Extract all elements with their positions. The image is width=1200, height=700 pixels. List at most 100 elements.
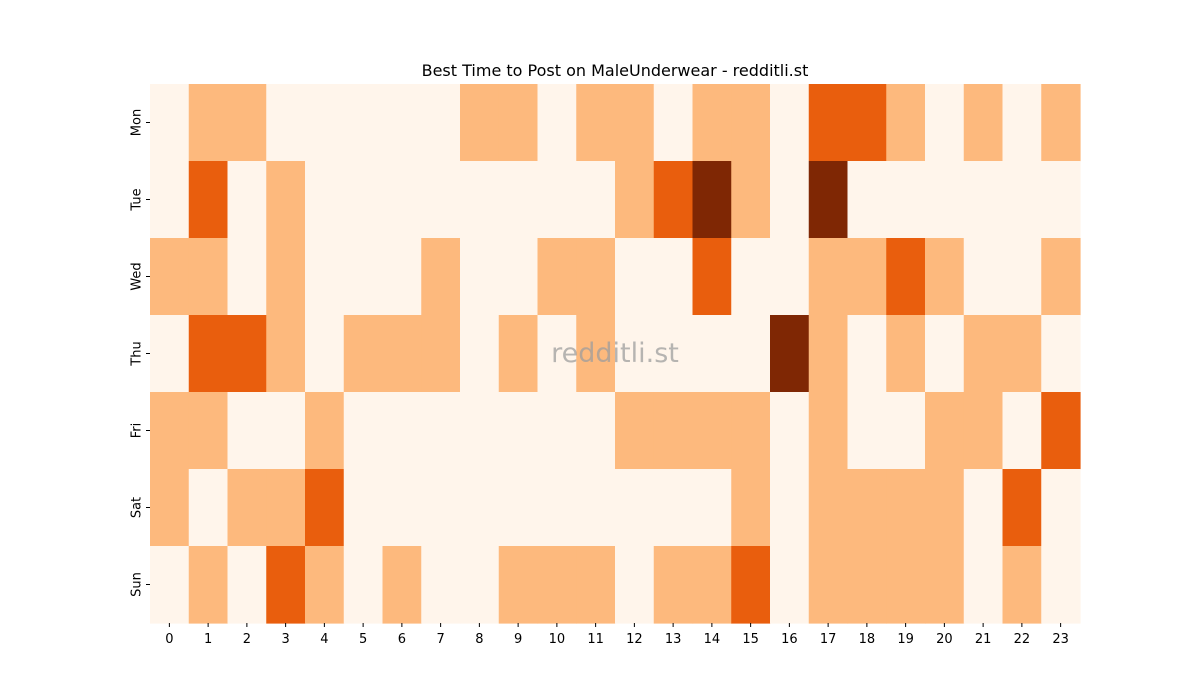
heatmap-cell-mon-20 [925,84,965,162]
heatmap-cell-tue-7 [421,161,461,239]
heatmap-cell-mon-21 [963,84,1004,162]
heatmap-cell-sun-5 [343,546,384,624]
heatmap-cell-sun-15 [731,546,771,624]
heatmap-cell-fri-20 [925,392,965,470]
heatmap-cell-tue-8 [460,161,500,239]
heatmap-cell-wed-5 [343,238,384,316]
heatmap-cell-tue-12 [615,161,655,239]
heatmap-cell-wed-14 [692,238,732,316]
heatmap-cell-wed-1 [188,238,229,316]
heatmap-cell-sun-3 [266,546,306,624]
heatmap-cell-tue-17 [808,161,849,239]
x-tick-label-22: 22 [1014,632,1031,647]
heatmap-cell-thu-17 [808,315,849,393]
heatmap-cell-fri-22 [1002,392,1042,470]
heatmap-cell-thu-14 [692,315,732,393]
heatmap-cell-thu-5 [343,315,384,393]
heatmap-cell-mon-7 [421,84,461,162]
heatmap-cell-sat-6 [382,469,422,547]
x-tick-label-17: 17 [820,632,837,647]
x-tick-label-6: 6 [398,632,406,647]
heatmap-cell-wed-13 [653,238,694,316]
heatmap-cell-sat-20 [925,469,965,547]
heatmap-cell-tue-1 [188,161,229,239]
heatmap-cell-tue-11 [576,161,616,239]
x-axis-ticks: 0 1 2 3 4 5 6 7 8 9 10 11 12 13 14 15 16 17 18 19 20 21 22 23 [165,623,1069,647]
heatmap-cell-sat-1 [188,469,229,547]
heatmap-cell-wed-23 [1041,238,1081,316]
heatmap-cell-fri-18 [847,392,887,470]
heatmap-cell-tue-13 [653,161,694,239]
heatmap-cell-thu-4 [305,315,345,393]
heatmap-cell-thu-13 [653,315,694,393]
heatmap-cell-mon-3 [266,84,306,162]
heatmap-cell-fri-0 [150,392,190,470]
heatmap-cell-thu-1 [188,315,229,393]
heatmap-cell-tue-15 [731,161,771,239]
x-tick-label-13: 13 [665,632,682,647]
heatmap-cell-sat-22 [1002,469,1042,547]
heatmap-cell-fri-15 [731,392,771,470]
y-tick-label-fri: Fri [130,423,145,439]
heatmap-cell-sat-18 [847,469,887,547]
heatmap-cell-tue-22 [1002,161,1042,239]
heatmap-cell-mon-12 [615,84,655,162]
x-tick-label-19: 19 [897,632,914,647]
heatmap-cell-tue-23 [1041,161,1081,239]
heatmap-cell-wed-10 [537,238,577,316]
x-tick-label-5: 5 [359,632,367,647]
y-tick-label-sun: Sun [130,572,145,597]
heatmap-cell-sat-2 [227,469,267,547]
x-tick-label-0: 0 [165,632,173,647]
heatmap-cell-mon-10 [537,84,577,162]
heatmap-cell-mon-23 [1041,84,1081,162]
heatmap-cell-sun-17 [808,546,849,624]
heatmap-cell-mon-18 [847,84,887,162]
heatmap-cell-sat-15 [731,469,771,547]
y-tick-label-mon: Mon [130,109,145,136]
heatmap-cell-fri-1 [188,392,229,470]
heatmap-cell-fri-14 [692,392,732,470]
heatmap-cell-wed-8 [460,238,500,316]
x-tick-label-15: 15 [742,632,759,647]
x-tick-label-2: 2 [243,632,251,647]
heatmap-cell-thu-9 [498,315,539,393]
heatmap-cell-sat-0 [150,469,190,547]
heatmap-cell-sun-0 [150,546,190,624]
heatmap-cells [150,84,1081,624]
heatmap-cell-sat-7 [421,469,461,547]
heatmap-cell-fri-9 [498,392,539,470]
x-tick-label-16: 16 [781,632,798,647]
heatmap-cell-fri-23 [1041,392,1081,470]
heatmap-cell-sat-13 [653,469,694,547]
heatmap-cell-sun-16 [770,546,810,624]
heatmap-cell-wed-17 [808,238,849,316]
heatmap-cell-fri-16 [770,392,810,470]
y-tick-label-wed: Wed [130,262,145,290]
heatmap-cell-tue-4 [305,161,345,239]
chart-title: Best Time to Post on MaleUnderwear - red… [422,61,809,80]
heatmap-cell-sat-11 [576,469,616,547]
heatmap-cell-sun-10 [537,546,577,624]
heatmap-cell-sat-10 [537,469,577,547]
heatmap-cell-wed-15 [731,238,771,316]
heatmap-cell-sat-3 [266,469,306,547]
heatmap-cell-tue-16 [770,161,810,239]
heatmap-cell-thu-23 [1041,315,1081,393]
heatmap-cell-thu-8 [460,315,500,393]
heatmap-cell-mon-2 [227,84,267,162]
heatmap-cell-sun-6 [382,546,422,624]
x-tick-label-18: 18 [859,632,876,647]
watermark: redditli.st [551,338,679,369]
heatmap-cell-sat-14 [692,469,732,547]
heatmap-cell-mon-4 [305,84,345,162]
heatmap-cell-mon-16 [770,84,810,162]
heatmap-cell-tue-3 [266,161,306,239]
heatmap-cell-wed-19 [886,238,926,316]
heatmap-cell-tue-18 [847,161,887,239]
heatmap-cell-thu-0 [150,315,190,393]
heatmap-cell-wed-9 [498,238,539,316]
x-tick-label-23: 23 [1052,632,1069,647]
heatmap-cell-wed-0 [150,238,190,316]
heatmap-cell-tue-0 [150,161,190,239]
